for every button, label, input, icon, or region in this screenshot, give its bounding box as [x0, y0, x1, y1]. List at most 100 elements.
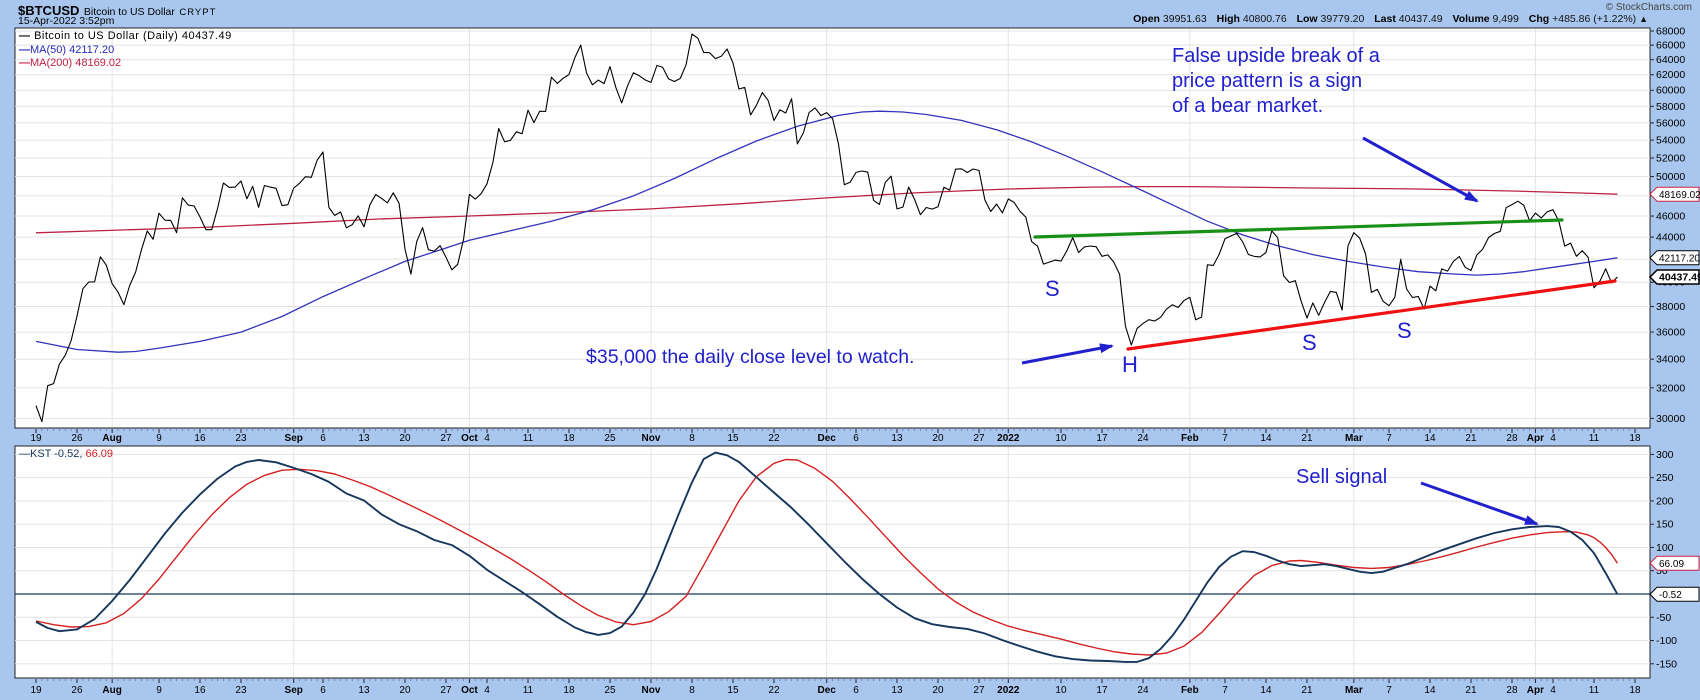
shoulder-label-left: S [1045, 276, 1060, 301]
svg-text:9: 9 [156, 433, 162, 444]
svg-text:4: 4 [1550, 433, 1556, 444]
svg-text:25: 25 [604, 685, 616, 696]
kst-legend: —KST -0.52, 66.09 [19, 448, 113, 460]
svg-text:48169.02: 48169.02 [1659, 190, 1700, 201]
legend-price: — Bitcoin to US Dollar (Daily) 40437.49 [19, 30, 232, 42]
svg-text:50000: 50000 [1656, 171, 1685, 183]
svg-text:52000: 52000 [1656, 152, 1685, 164]
price-flag: 48169.02 [1649, 186, 1700, 202]
quote-row: Open 39951.63 High 40800.76 Low 39779.20… [1126, 13, 1648, 25]
svg-text:40437.49: 40437.49 [1659, 272, 1700, 284]
svg-text:2022: 2022 [997, 433, 1020, 444]
low-label: Low [1296, 13, 1318, 25]
svg-text:6: 6 [853, 433, 859, 444]
kst-value: -0.52, [54, 448, 83, 460]
svg-text:13: 13 [358, 685, 370, 696]
head-label: H [1122, 352, 1138, 377]
legend-ma50: —MA(50) 42117.20 [19, 43, 115, 56]
svg-text:-150: -150 [1656, 658, 1677, 670]
price-flag: 40437.49 [1648, 269, 1700, 285]
svg-text:20: 20 [399, 433, 411, 444]
svg-text:14: 14 [1260, 685, 1272, 696]
svg-text:Mar: Mar [1345, 685, 1363, 696]
svg-text:Nov: Nov [642, 685, 661, 696]
svg-text:26: 26 [71, 433, 83, 444]
svg-text:60000: 60000 [1656, 85, 1685, 97]
svg-text:-0.52: -0.52 [1659, 590, 1682, 601]
svg-text:66.09: 66.09 [1659, 559, 1684, 570]
svg-text:20: 20 [932, 433, 944, 444]
svg-text:32000: 32000 [1656, 382, 1685, 394]
svg-text:62000: 62000 [1656, 69, 1685, 81]
svg-text:22: 22 [768, 433, 780, 444]
svg-text:Sep: Sep [285, 433, 303, 444]
svg-text:18: 18 [1629, 433, 1641, 444]
svg-text:10: 10 [1055, 433, 1067, 444]
svg-text:14: 14 [1260, 433, 1272, 444]
svg-text:150: 150 [1656, 519, 1674, 531]
last-value: 40437.49 [1398, 13, 1443, 25]
svg-text:Oct: Oct [461, 433, 478, 444]
open-label: Open [1133, 13, 1160, 25]
svg-text:19: 19 [30, 685, 42, 696]
svg-text:54000: 54000 [1656, 135, 1685, 147]
svg-text:Oct: Oct [461, 685, 478, 696]
svg-text:Mar: Mar [1345, 433, 1363, 444]
gridlines [15, 29, 1650, 677]
svg-text:30000: 30000 [1656, 413, 1685, 425]
svg-text:6: 6 [320, 433, 326, 444]
svg-text:11: 11 [1589, 685, 1600, 696]
svg-text:7: 7 [1222, 433, 1228, 444]
kst-dash-icon: — [19, 448, 30, 460]
kst-panel [14, 445, 1651, 679]
svg-text:18: 18 [563, 685, 575, 696]
svg-text:7: 7 [1386, 685, 1392, 696]
svg-text:13: 13 [891, 433, 903, 444]
svg-text:11: 11 [523, 433, 534, 444]
svg-text:28: 28 [1506, 433, 1518, 444]
svg-text:23: 23 [235, 685, 247, 696]
annotation-arrow-0 [1362, 136, 1479, 203]
svg-text:13: 13 [891, 685, 903, 696]
date-axis: 19 19 26 26 Aug Aug 9 9 16 16 23 23 Sep Sep 6 6 13 13 20 20… [30, 429, 1641, 696]
svg-text:7: 7 [1386, 433, 1392, 444]
svg-text:28: 28 [1506, 685, 1518, 696]
svg-text:10: 10 [1055, 685, 1067, 696]
price-flag: -0.52 [1649, 586, 1700, 602]
svg-text:6: 6 [320, 685, 326, 696]
chg-value: +485.86 (+1.22%) [1552, 13, 1637, 25]
svg-text:Feb: Feb [1181, 433, 1199, 444]
annotation-sell-signal: Sell signal [1296, 466, 1388, 488]
svg-text:56000: 56000 [1656, 117, 1685, 129]
open-value: 39951.63 [1162, 13, 1207, 25]
svg-text:8: 8 [689, 433, 695, 444]
volume-label: Volume [1452, 13, 1490, 25]
svg-text:68000: 68000 [1656, 26, 1685, 38]
symbol: $BTCUSD [18, 3, 80, 18]
chg-label: Chg [1528, 13, 1550, 25]
svg-text:100: 100 [1656, 542, 1674, 554]
svg-text:4: 4 [484, 433, 490, 444]
ma200-line [35, 185, 1618, 234]
svg-text:42117.20: 42117.20 [1659, 253, 1700, 264]
svg-text:25: 25 [604, 433, 616, 444]
svg-text:4: 4 [1550, 685, 1556, 696]
svg-text:64000: 64000 [1656, 54, 1685, 66]
svg-text:8: 8 [689, 685, 695, 696]
annotation-arrow-2 [1420, 481, 1539, 526]
price-flag: 42117.20 [1649, 250, 1700, 266]
svg-text:27: 27 [973, 433, 985, 444]
svg-text:14: 14 [1424, 433, 1436, 444]
kst-name: KST [30, 448, 52, 460]
red-support-line [1126, 279, 1617, 351]
svg-text:14: 14 [1424, 685, 1436, 696]
svg-text:13: 13 [358, 433, 370, 444]
svg-text:19: 19 [30, 433, 42, 444]
symbol-name: Bitcoin to US Dollar [83, 6, 175, 18]
svg-text:44000: 44000 [1656, 232, 1685, 244]
svg-text:50: 50 [1656, 565, 1668, 577]
kst-signal-value: 66.09 [85, 448, 113, 460]
kst-signal-line [35, 458, 1618, 656]
svg-text:17: 17 [1096, 685, 1108, 696]
